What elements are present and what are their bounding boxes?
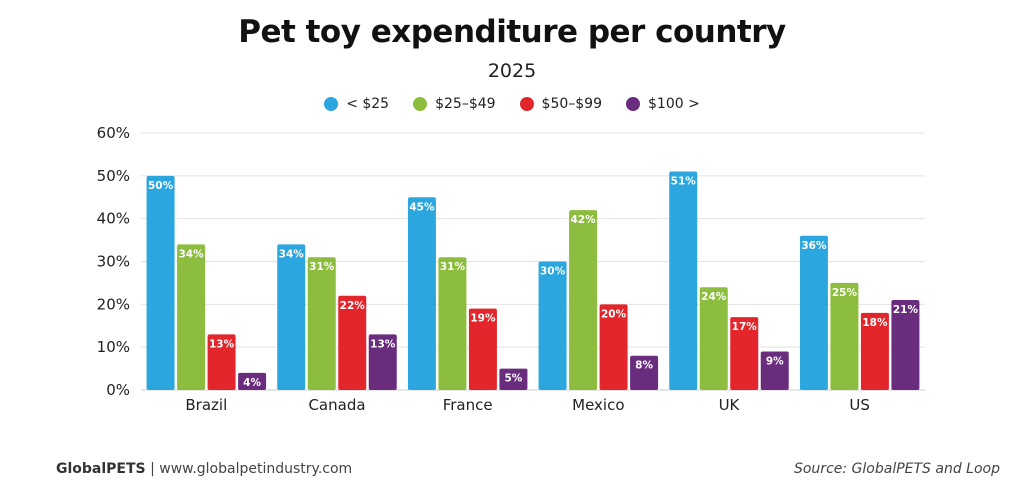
- bar: [630, 355, 659, 390]
- data-label: 51%: [671, 176, 697, 188]
- data-label: 22%: [340, 300, 366, 312]
- legend-item: $100 >: [626, 96, 700, 112]
- data-label: 50%: [148, 180, 174, 192]
- bar: [277, 244, 306, 390]
- bar: [468, 308, 497, 390]
- y-tick-label: 20%: [97, 295, 130, 313]
- data-label: 9%: [766, 355, 784, 367]
- legend-swatch: [519, 97, 534, 111]
- x-tick-label: Canada: [308, 396, 365, 414]
- bar: [669, 171, 698, 390]
- data-label: 34%: [279, 248, 305, 260]
- bar: [891, 300, 920, 390]
- legend: < $25 $25–$49 $50–$99 $100 >: [0, 96, 1024, 112]
- data-label: 24%: [701, 291, 727, 303]
- data-label: 42%: [571, 214, 597, 226]
- y-tick-label: 50%: [97, 167, 130, 185]
- website-link[interactable]: www.globalpetindustry.com: [159, 461, 353, 477]
- bar: [760, 351, 789, 390]
- bar: [599, 304, 628, 390]
- source-note: Source: GlobalPETS and Loop: [793, 461, 1000, 477]
- bar: [699, 287, 728, 390]
- bar: [438, 257, 467, 390]
- data-label: 18%: [862, 317, 888, 329]
- data-label: 13%: [370, 338, 396, 350]
- y-tick-label: 60%: [97, 124, 130, 142]
- x-tick-label: UK: [719, 396, 741, 414]
- chart-subtitle: 2025: [487, 60, 537, 82]
- bar: [799, 235, 828, 390]
- chart-title: Pet toy expenditure per country: [238, 14, 786, 50]
- data-label: 19%: [470, 313, 496, 325]
- x-tick-label: France: [443, 396, 493, 414]
- bar: [407, 197, 436, 390]
- bar: [860, 312, 889, 390]
- data-label: 34%: [179, 248, 205, 260]
- bar: [569, 210, 598, 390]
- legend-swatch: [324, 97, 339, 111]
- x-tick-label: US: [849, 396, 870, 414]
- footer-credit: GlobalPETS | www.globalpetindustry.com: [56, 461, 352, 477]
- legend-swatch: [626, 97, 640, 111]
- bar: [830, 282, 859, 390]
- legend-item: $50–$99: [519, 96, 602, 112]
- y-tick-label: 10%: [97, 338, 130, 356]
- legend-item: < $25: [324, 96, 389, 112]
- bar: [177, 244, 206, 390]
- bar: [368, 334, 397, 390]
- data-label: 31%: [309, 261, 335, 273]
- legend-label: $100 >: [648, 96, 700, 112]
- data-label: 13%: [209, 338, 235, 350]
- y-tick-label: 40%: [97, 210, 130, 228]
- data-label: 36%: [801, 240, 827, 252]
- bar: [146, 175, 175, 390]
- bar: [538, 261, 567, 390]
- data-label: 17%: [732, 321, 758, 333]
- data-label: 4%: [243, 377, 261, 389]
- data-label: 31%: [440, 261, 466, 273]
- x-tick-label: Mexico: [572, 396, 624, 414]
- data-label: 45%: [409, 201, 435, 213]
- legend-swatch: [413, 97, 428, 111]
- separator: |: [150, 461, 155, 477]
- legend-label: $25–$49: [435, 96, 496, 112]
- data-label: 25%: [832, 287, 858, 299]
- data-label: 30%: [540, 266, 566, 278]
- bar: [338, 295, 367, 390]
- data-label: 8%: [635, 360, 653, 372]
- data-label: 21%: [893, 304, 919, 316]
- legend-item: $25–$49: [413, 96, 496, 112]
- data-label: 20%: [601, 308, 627, 320]
- bar: [207, 334, 236, 390]
- bar: [238, 372, 267, 390]
- legend-label: < $25: [346, 96, 390, 112]
- legend-label: $50–$99: [541, 96, 602, 112]
- bar: [730, 317, 759, 390]
- brand-name: GlobalPETS: [56, 461, 146, 477]
- bar: [307, 257, 336, 390]
- y-tick-label: 0%: [106, 381, 130, 399]
- bar: [499, 368, 528, 390]
- data-label: 5%: [505, 373, 523, 385]
- x-tick-label: Brazil: [185, 396, 227, 414]
- y-tick-label: 30%: [97, 253, 130, 271]
